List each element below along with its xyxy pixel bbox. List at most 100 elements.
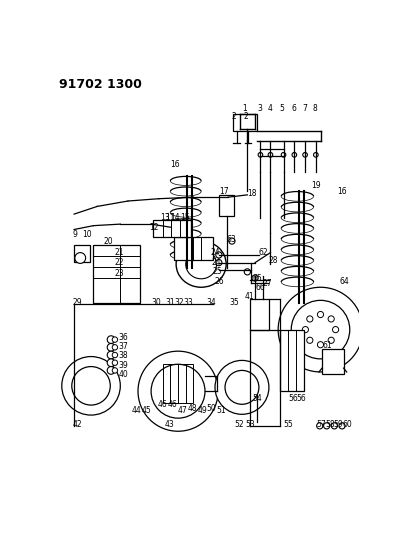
Text: 35: 35 bbox=[230, 298, 239, 307]
Text: 46: 46 bbox=[168, 400, 178, 409]
Text: 18: 18 bbox=[247, 189, 257, 198]
Text: 57: 57 bbox=[316, 420, 326, 429]
Text: 6: 6 bbox=[291, 104, 296, 113]
Text: 48: 48 bbox=[188, 403, 198, 413]
Text: 56: 56 bbox=[297, 394, 306, 403]
Text: 39: 39 bbox=[119, 360, 128, 369]
Circle shape bbox=[292, 152, 297, 157]
Text: 8: 8 bbox=[313, 104, 318, 113]
Text: 16: 16 bbox=[338, 187, 347, 196]
Text: 91702 1300: 91702 1300 bbox=[59, 78, 142, 91]
Circle shape bbox=[318, 311, 324, 318]
Circle shape bbox=[331, 423, 338, 429]
Text: 40: 40 bbox=[119, 370, 128, 379]
Text: 3: 3 bbox=[257, 104, 262, 113]
Text: 37: 37 bbox=[119, 342, 128, 351]
Text: 1: 1 bbox=[242, 104, 247, 113]
Text: 64: 64 bbox=[340, 277, 350, 286]
Text: 27: 27 bbox=[263, 279, 272, 288]
Text: 23: 23 bbox=[114, 269, 124, 278]
Text: 5: 5 bbox=[280, 104, 284, 113]
Text: 36: 36 bbox=[119, 333, 128, 342]
Bar bbox=[74, 245, 90, 262]
Circle shape bbox=[328, 337, 334, 343]
Text: 12: 12 bbox=[150, 223, 159, 232]
Circle shape bbox=[252, 275, 258, 281]
Circle shape bbox=[62, 357, 120, 415]
Text: 61: 61 bbox=[322, 341, 332, 350]
Text: 24: 24 bbox=[211, 258, 221, 267]
Bar bbox=[163, 364, 194, 403]
Text: 28: 28 bbox=[268, 256, 278, 265]
Text: 34: 34 bbox=[206, 298, 216, 307]
Text: 42: 42 bbox=[72, 420, 82, 429]
Circle shape bbox=[112, 345, 118, 350]
Text: 47: 47 bbox=[178, 406, 188, 415]
Text: 29: 29 bbox=[72, 298, 82, 307]
Text: 52: 52 bbox=[234, 420, 244, 429]
Circle shape bbox=[332, 327, 339, 333]
Circle shape bbox=[258, 152, 263, 157]
Text: 41: 41 bbox=[245, 292, 255, 301]
Bar bbox=[93, 245, 140, 303]
Circle shape bbox=[303, 152, 308, 157]
Circle shape bbox=[112, 337, 118, 342]
Circle shape bbox=[302, 327, 308, 333]
Text: 19: 19 bbox=[311, 181, 321, 190]
Circle shape bbox=[278, 287, 363, 372]
Circle shape bbox=[112, 352, 118, 358]
Text: 15: 15 bbox=[180, 213, 190, 222]
Text: 11: 11 bbox=[165, 213, 174, 222]
Text: 16: 16 bbox=[170, 159, 180, 168]
Circle shape bbox=[225, 370, 259, 405]
Text: 25: 25 bbox=[213, 268, 222, 276]
Text: 66: 66 bbox=[255, 283, 265, 292]
Text: 22: 22 bbox=[114, 258, 124, 267]
Bar bbox=[234, 114, 256, 131]
Text: 24: 24 bbox=[210, 248, 220, 257]
Circle shape bbox=[314, 152, 318, 157]
Text: 20: 20 bbox=[103, 237, 113, 246]
Circle shape bbox=[72, 367, 110, 405]
Circle shape bbox=[216, 252, 222, 258]
Bar bbox=[322, 349, 344, 374]
Text: 26: 26 bbox=[214, 277, 224, 286]
Circle shape bbox=[112, 360, 118, 366]
Text: 55: 55 bbox=[284, 420, 293, 429]
Circle shape bbox=[138, 351, 218, 431]
Circle shape bbox=[215, 360, 269, 414]
Text: 51: 51 bbox=[216, 406, 226, 415]
Circle shape bbox=[318, 342, 324, 348]
Text: 56: 56 bbox=[288, 394, 298, 403]
Circle shape bbox=[107, 336, 115, 343]
Circle shape bbox=[229, 238, 235, 244]
Circle shape bbox=[244, 269, 250, 275]
Bar bbox=[280, 329, 304, 391]
Text: 10: 10 bbox=[82, 230, 92, 239]
Text: 44: 44 bbox=[132, 406, 142, 415]
Text: 65: 65 bbox=[253, 273, 262, 282]
Text: 54: 54 bbox=[253, 394, 262, 403]
Text: 2: 2 bbox=[231, 112, 236, 121]
Text: 21: 21 bbox=[114, 248, 124, 257]
Text: 38: 38 bbox=[119, 351, 128, 360]
Text: 46: 46 bbox=[157, 400, 167, 409]
Circle shape bbox=[107, 367, 115, 374]
Text: 13: 13 bbox=[160, 213, 170, 222]
Text: 14: 14 bbox=[170, 213, 180, 222]
Text: 4: 4 bbox=[267, 104, 272, 113]
Text: 9: 9 bbox=[72, 230, 78, 239]
Circle shape bbox=[151, 364, 205, 418]
Text: 62: 62 bbox=[259, 248, 268, 257]
Text: 2: 2 bbox=[244, 112, 248, 121]
Circle shape bbox=[328, 316, 334, 322]
Bar bbox=[174, 237, 213, 260]
Text: 58: 58 bbox=[325, 420, 335, 429]
Text: 59: 59 bbox=[334, 420, 343, 429]
Circle shape bbox=[107, 343, 115, 351]
Text: 7: 7 bbox=[302, 104, 307, 113]
Text: 53: 53 bbox=[245, 420, 255, 429]
Text: 45: 45 bbox=[142, 406, 152, 415]
Circle shape bbox=[75, 253, 86, 263]
Bar bbox=[153, 220, 191, 237]
